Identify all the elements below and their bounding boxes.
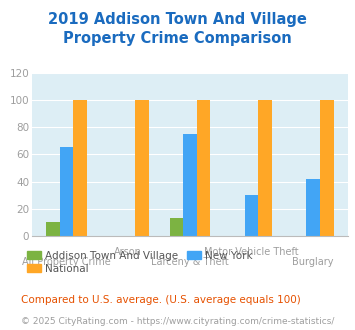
Text: © 2025 CityRating.com - https://www.cityrating.com/crime-statistics/: © 2025 CityRating.com - https://www.city… (21, 317, 334, 326)
Text: All Property Crime: All Property Crime (22, 257, 111, 267)
Text: Larceny & Theft: Larceny & Theft (151, 257, 229, 267)
Text: Motor Vehicle Theft: Motor Vehicle Theft (204, 248, 299, 257)
Bar (320, 100, 334, 236)
Legend: Addison Town And Village, National, New York: Addison Town And Village, National, New … (27, 250, 253, 274)
Bar (73, 100, 87, 236)
Text: Arson: Arson (114, 248, 142, 257)
Text: Compared to U.S. average. (U.S. average equals 100): Compared to U.S. average. (U.S. average … (21, 295, 301, 305)
Bar (135, 100, 149, 236)
Bar (258, 100, 272, 236)
Bar (60, 148, 73, 236)
Bar (183, 134, 197, 236)
Bar (197, 100, 210, 236)
Text: Burglary: Burglary (293, 257, 334, 267)
Text: 2019 Addison Town And Village
Property Crime Comparison: 2019 Addison Town And Village Property C… (48, 12, 307, 46)
Bar (306, 179, 320, 236)
Bar (170, 218, 183, 236)
Bar (46, 222, 60, 236)
Bar (245, 195, 258, 236)
